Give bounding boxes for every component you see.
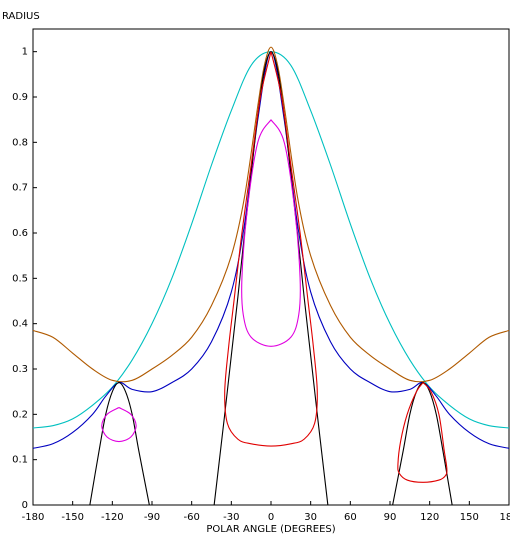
y-axis-label: RADIUS <box>2 11 40 22</box>
y-tick-label: 0.7 <box>12 183 28 194</box>
y-tick-label: 0.5 <box>12 273 28 284</box>
series-line <box>224 51 448 483</box>
x-tick-label: -120 <box>101 512 124 523</box>
x-tick-label: 0 <box>268 512 274 523</box>
x-tick-label: 30 <box>304 512 317 523</box>
x-tick-label: 120 <box>420 512 439 523</box>
series-line <box>32 51 510 449</box>
x-tick-label: -180 <box>22 512 45 523</box>
y-tick-label: 0 <box>22 500 28 511</box>
x-axis-label: POLAR ANGLE (DEGREES) <box>206 524 335 535</box>
x-tick-label: 180 <box>499 512 510 523</box>
y-tick-label: 0.2 <box>12 409 28 420</box>
series-line <box>32 46 510 383</box>
series-line <box>101 119 301 443</box>
y-tick-label: 0.3 <box>12 364 28 375</box>
y-tick-label: 0.1 <box>12 455 28 466</box>
y-tick-label: 0.9 <box>12 92 28 103</box>
y-tick-label: 1 <box>22 47 28 58</box>
x-tick-label: -150 <box>61 512 84 523</box>
x-tick-label: 90 <box>384 512 397 523</box>
series-line <box>32 51 510 429</box>
y-tick-label: 0.4 <box>12 319 28 330</box>
x-tick-label: 60 <box>344 512 357 523</box>
y-tick-label: 0.6 <box>12 228 28 239</box>
x-tick-label: -90 <box>144 512 160 523</box>
x-tick-label: 150 <box>460 512 479 523</box>
y-tick-label: 0.8 <box>12 137 28 148</box>
x-tick-label: -30 <box>223 512 239 523</box>
x-tick-label: -60 <box>183 512 199 523</box>
